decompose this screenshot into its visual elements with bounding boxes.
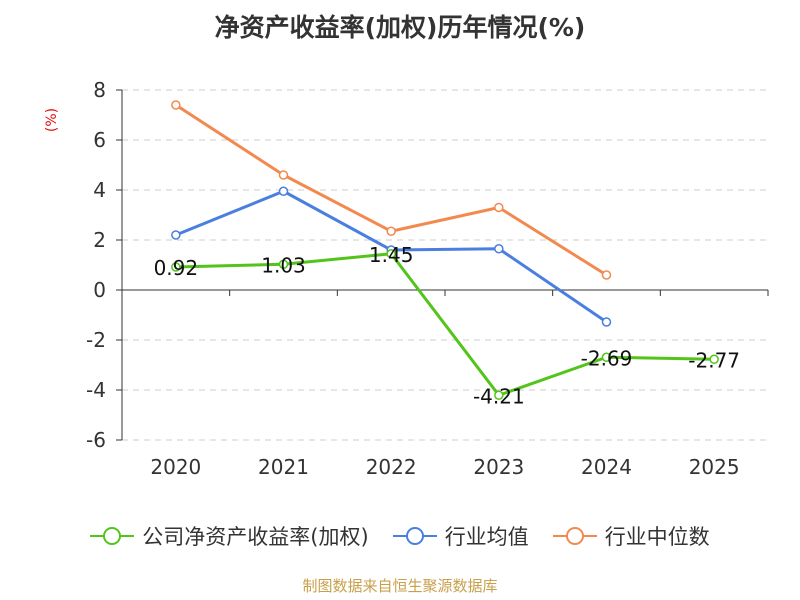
data-label: 1.45 [369, 243, 414, 267]
data-point-industry_avg [601, 317, 612, 327]
legend-item-industry-median[interactable]: 行业中位数 [552, 521, 710, 551]
legend-marker-company [90, 527, 135, 545]
data-point-company [709, 354, 719, 364]
data-label: 0.92 [154, 256, 199, 280]
data-label: 1.03 [261, 253, 306, 277]
data-point-company [171, 262, 181, 272]
data-label: -4.21 [473, 384, 525, 408]
x-tick-label: 2021 [258, 455, 309, 479]
legend-marker-industry-median [552, 527, 597, 545]
legend-label-industry-avg: 行业均值 [444, 525, 529, 549]
data-point-industry_avg [171, 230, 181, 240]
y-tick-label: -6 [86, 428, 106, 452]
legend-label-industry-median: 行业中位数 [604, 525, 710, 549]
data-point-industry_median [494, 202, 504, 213]
data-point-industry_avg [494, 244, 504, 254]
data-point-industry_avg [278, 186, 289, 196]
data-label: -2.77 [688, 348, 740, 372]
y-tick-label: 2 [93, 228, 106, 252]
y-tick-label: 0 [93, 278, 106, 302]
x-tick-label: 2024 [581, 455, 632, 479]
x-tick-label: 2020 [150, 455, 201, 479]
y-tick-label: 8 [93, 78, 106, 102]
data-source: 制图数据来自恒生聚源数据库 [302, 577, 498, 595]
legend: 公司净资产收益率(加权) 行业均值 行业中位数 [0, 521, 800, 551]
data-point-industry_median [386, 226, 396, 236]
x-tick-label: 2022 [366, 455, 417, 479]
data-point-industry_median [278, 170, 289, 180]
legend-item-industry-avg[interactable]: 行业均值 [392, 521, 529, 551]
legend-label-company: 公司净资产收益率(加权) [142, 525, 369, 549]
data-point-company [386, 249, 396, 259]
series-line-company [175, 252, 715, 397]
x-tick-label: 2023 [473, 455, 524, 479]
data-point-industry_median [601, 270, 612, 280]
data-point-industry_median [171, 100, 181, 110]
data-point-company [601, 352, 612, 362]
y-tick-label: 6 [93, 128, 106, 152]
data-point-company [278, 259, 289, 269]
y-tick-label: 4 [93, 178, 106, 202]
legend-marker-industry-avg [392, 527, 437, 545]
data-point-company [494, 390, 504, 400]
chart-title: 净资产收益率(加权)历年情况(%) [214, 13, 586, 42]
data-label: -2.69 [581, 346, 633, 370]
legend-item-company[interactable]: 公司净资产收益率(加权) [90, 521, 369, 551]
x-tick-label: 2025 [689, 455, 740, 479]
y-tick-label: -4 [86, 378, 106, 402]
y-tick-label: -2 [86, 328, 106, 352]
